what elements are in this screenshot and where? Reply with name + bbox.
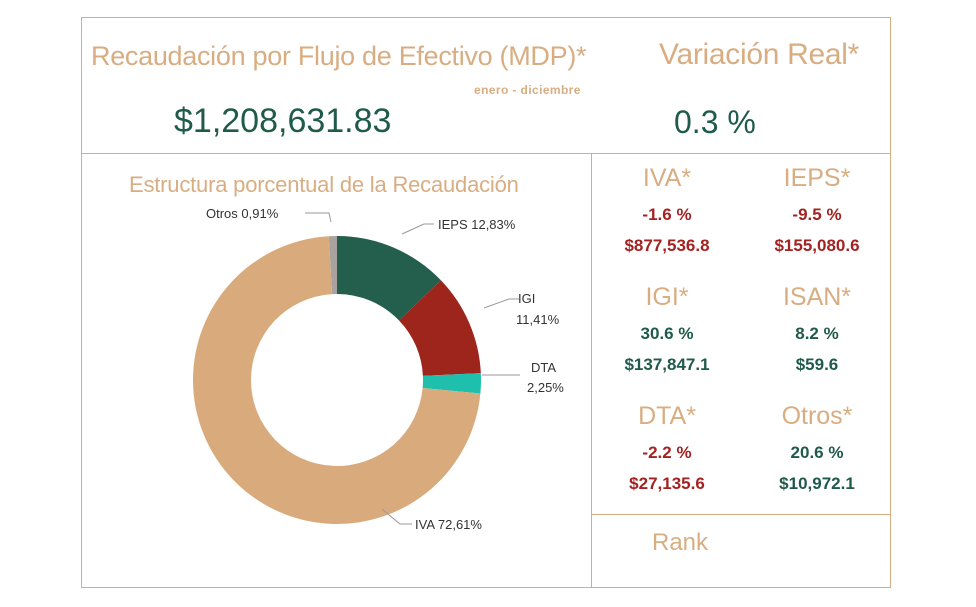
card-amount: $27,135.6 <box>629 474 705 493</box>
data-label-dta: 2,25% <box>527 380 564 395</box>
tax-card-otros: Otros* 20.6 % $10,972.1 <box>742 399 890 497</box>
data-label-dta: DTA <box>531 360 556 375</box>
card-amount: $59.6 <box>795 355 839 374</box>
chart-panel: Estructura porcentual de la Recaudación … <box>81 153 592 588</box>
slice-iva[interactable] <box>192 236 481 525</box>
data-label-iva: IVA 72,61% <box>415 517 482 532</box>
data-label-igi: 11,41% <box>516 312 560 327</box>
data-label-ieps: IEPS 12,83% <box>438 217 516 232</box>
tax-cards-panel: IVA* -1.6 % $877,536.8 IEPS* -9.5 % $155,080.… <box>591 153 891 515</box>
leader-line-otros <box>305 212 332 223</box>
data-label-otros: Otros 0,91% <box>206 206 279 221</box>
tax-card-ieps: IEPS* -9.5 % $155,080.6 <box>742 161 890 259</box>
card-variation: -1.6 % <box>642 205 692 224</box>
tax-card-isan: ISAN* 8.2 % $59.6 <box>742 280 890 378</box>
card-title: IGI* <box>645 283 689 311</box>
slice-igi[interactable] <box>399 280 481 376</box>
card-title: IEPS* <box>783 164 851 192</box>
kpi-panel: Recaudación por Flujo de Efectivo (MDP)*… <box>81 17 891 154</box>
slice-ieps[interactable] <box>337 236 441 321</box>
chart-title: Estructura porcentual de la Recaudación <box>129 172 519 197</box>
data-label-igi: IGI <box>518 291 535 306</box>
card-variation: 30.6 % <box>640 324 694 343</box>
tax-card-igi: IGI* 30.6 % $137,847.1 <box>592 280 742 378</box>
leader-line-igi <box>483 298 519 309</box>
leader-line-ieps <box>401 223 434 235</box>
rank-label: Rank <box>652 529 709 556</box>
donut-chart: Otros 0,91% IEPS 12,83% IGI 11,41% DTA 2,25% I… <box>192 206 564 532</box>
card-title: IVA* <box>642 164 692 192</box>
total-recaudacion-value: $1,208,631.83 <box>174 102 392 140</box>
card-amount: $155,080.6 <box>774 236 860 255</box>
card-title: DTA* <box>638 402 696 430</box>
card-variation: 20.6 % <box>790 443 844 462</box>
slice-dta[interactable] <box>422 373 481 394</box>
card-variation: -9.5 % <box>792 205 842 224</box>
card-amount: $137,847.1 <box>624 355 710 374</box>
card-amount: $877,536.8 <box>624 236 710 255</box>
tax-card-dta: DTA* -2.2 % $27,135.6 <box>592 399 742 497</box>
card-title: ISAN* <box>782 283 852 311</box>
tax-card-iva: IVA* -1.6 % $877,536.8 <box>592 161 742 259</box>
rank-panel[interactable]: Rank <box>591 514 891 588</box>
card-title: Otros* <box>781 402 853 430</box>
variacion-real-value: 0.3 % <box>674 104 756 140</box>
leader-line-iva <box>381 508 412 525</box>
card-variation: 8.2 % <box>795 324 839 343</box>
card-variation: -2.2 % <box>642 443 692 462</box>
variacion-real-title: Variación Real* <box>659 38 860 71</box>
recaudacion-title: Recaudación por Flujo de Efectivo (MDP)* <box>91 41 587 71</box>
card-amount: $10,972.1 <box>779 474 855 493</box>
period-label: enero - diciembre <box>474 83 581 97</box>
slice-otros[interactable] <box>328 236 337 295</box>
